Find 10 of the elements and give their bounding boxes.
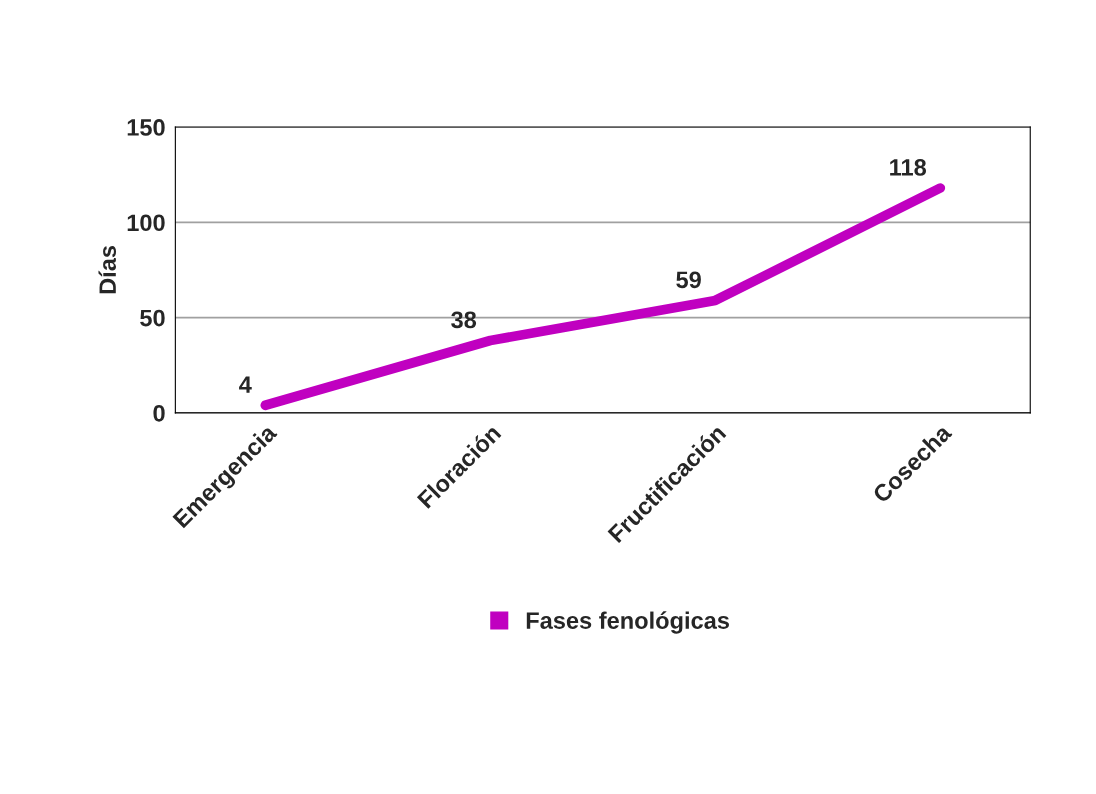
legend-label: Fases fenológicas [526, 611, 729, 634]
y-tick-label: 50 [140, 309, 165, 327]
data-label: 118 [890, 159, 927, 176]
data-label: 4 [239, 376, 252, 393]
y-tick-label: 150 [127, 119, 165, 136]
data-label: 38 [451, 311, 477, 329]
y-tick-label: 0 [153, 404, 165, 422]
y-axis-title: Días [98, 245, 117, 294]
data-label: 59 [676, 271, 701, 289]
y-tick-label: 100 [127, 214, 165, 232]
